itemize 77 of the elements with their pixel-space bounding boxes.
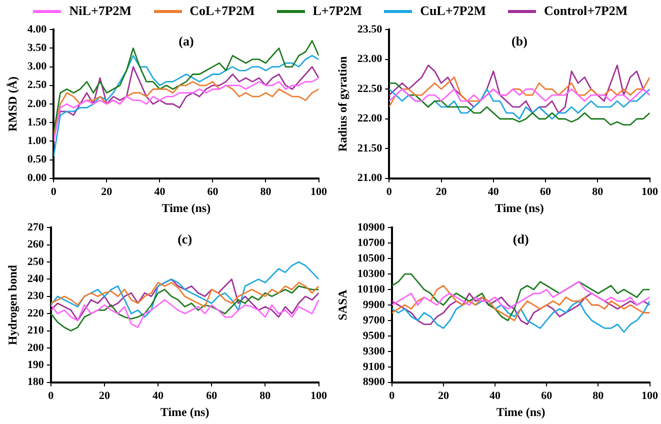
legend-label: CoL+7P2M bbox=[190, 3, 255, 19]
chart-title: (a) bbox=[178, 33, 194, 48]
x-axis-title: Time (ns) bbox=[160, 404, 210, 419]
y-tick-label: 9900 bbox=[362, 298, 386, 311]
chart-title: (c) bbox=[178, 231, 192, 246]
x-tick-label: 60 bbox=[207, 186, 219, 198]
y-tick-label: 9100 bbox=[362, 360, 386, 373]
legend-label: L+7P2M bbox=[312, 3, 362, 19]
y-tick-label: 2.50 bbox=[27, 79, 48, 92]
y-tick-label: 10700 bbox=[357, 236, 386, 249]
y-tick-label: 23.50 bbox=[357, 23, 383, 36]
x-tick-label: 0 bbox=[48, 390, 54, 402]
y-axis-title: RMSD (Å) bbox=[5, 76, 20, 132]
y-tick-label: 22.00 bbox=[357, 112, 383, 125]
y-tick-label: 10900 bbox=[357, 221, 386, 234]
x-axis-title: Time (ns) bbox=[496, 404, 546, 419]
x-tick-label: 40 bbox=[152, 390, 164, 402]
y-tick-label: 0.00 bbox=[27, 172, 48, 184]
x-tick-label: 80 bbox=[260, 186, 272, 198]
x-tick-label: 20 bbox=[101, 186, 113, 198]
y-tick-label: 9700 bbox=[362, 314, 386, 326]
x-tick-label: 60 bbox=[540, 186, 552, 198]
x-tick-label: 0 bbox=[386, 186, 392, 198]
y-tick-label: 21.50 bbox=[357, 142, 383, 154]
legend-label: NiL+7P2M bbox=[69, 3, 132, 19]
y-tick-label: 4.00 bbox=[27, 23, 48, 36]
y-tick-label: 200 bbox=[27, 342, 44, 354]
y-axis-title: SASA bbox=[335, 289, 350, 320]
y-tick-label: 250 bbox=[27, 256, 44, 268]
x-tick-label: 100 bbox=[310, 390, 328, 402]
y-axis-title: Hydrogen bond bbox=[5, 264, 20, 346]
x-tick-label: 60 bbox=[541, 390, 553, 402]
y-tick-label: 23.00 bbox=[357, 53, 383, 66]
y-tick-label: 190 bbox=[27, 359, 44, 372]
y-tick-label: 9300 bbox=[362, 345, 386, 358]
y-tick-label: 2.00 bbox=[27, 98, 48, 110]
chart-title: (b) bbox=[512, 33, 528, 48]
y-tick-label: 1.00 bbox=[27, 135, 48, 148]
y-tick-label: 1.50 bbox=[27, 116, 48, 128]
y-tick-label: 0.50 bbox=[27, 154, 48, 166]
x-tick-label: 20 bbox=[436, 186, 448, 198]
y-tick-label: 8900 bbox=[362, 376, 386, 388]
y-tick-label: 10100 bbox=[357, 283, 386, 296]
x-tick-label: 80 bbox=[592, 390, 604, 402]
x-tick-label: 100 bbox=[642, 186, 658, 198]
x-tick-label: 80 bbox=[260, 390, 272, 402]
x-tick-label: 100 bbox=[642, 390, 658, 402]
y-tick-label: 10300 bbox=[357, 268, 386, 280]
y-tick-label: 22.50 bbox=[357, 82, 383, 95]
y-tick-label: 220 bbox=[27, 307, 44, 320]
legend-label: Control+7P2M bbox=[544, 3, 628, 19]
x-tick-label: 40 bbox=[154, 186, 166, 198]
y-axis-title: Radius of gyration bbox=[335, 56, 350, 152]
y-tick-label: 10500 bbox=[357, 252, 386, 264]
x-tick-label: 60 bbox=[206, 390, 218, 402]
x-axis-title: Time (ns) bbox=[162, 200, 211, 215]
chart-title: (d) bbox=[512, 231, 529, 246]
y-tick-label: 3.50 bbox=[27, 42, 48, 54]
x-tick-label: 20 bbox=[98, 390, 110, 402]
x-tick-label: 0 bbox=[50, 186, 57, 198]
y-tick-label: 210 bbox=[27, 324, 44, 337]
x-tick-label: 20 bbox=[438, 390, 450, 402]
y-tick-label: 9500 bbox=[362, 330, 386, 342]
y-tick-label: 180 bbox=[27, 376, 44, 388]
y-tick-label: 21.00 bbox=[357, 172, 383, 184]
x-tick-label: 40 bbox=[490, 390, 502, 402]
x-tick-label: 80 bbox=[592, 186, 604, 198]
x-tick-label: 40 bbox=[488, 186, 500, 198]
legend-label: CuL+7P2M bbox=[420, 3, 486, 19]
y-tick-label: 240 bbox=[27, 273, 44, 286]
x-tick-label: 100 bbox=[310, 186, 328, 198]
y-tick-label: 260 bbox=[27, 238, 44, 251]
y-tick-label: 3.00 bbox=[27, 60, 48, 73]
y-tick-label: 270 bbox=[27, 221, 44, 234]
y-tick-label: 230 bbox=[27, 290, 44, 302]
x-tick-label: 0 bbox=[389, 390, 396, 402]
x-axis-title: Time (ns) bbox=[495, 200, 544, 215]
